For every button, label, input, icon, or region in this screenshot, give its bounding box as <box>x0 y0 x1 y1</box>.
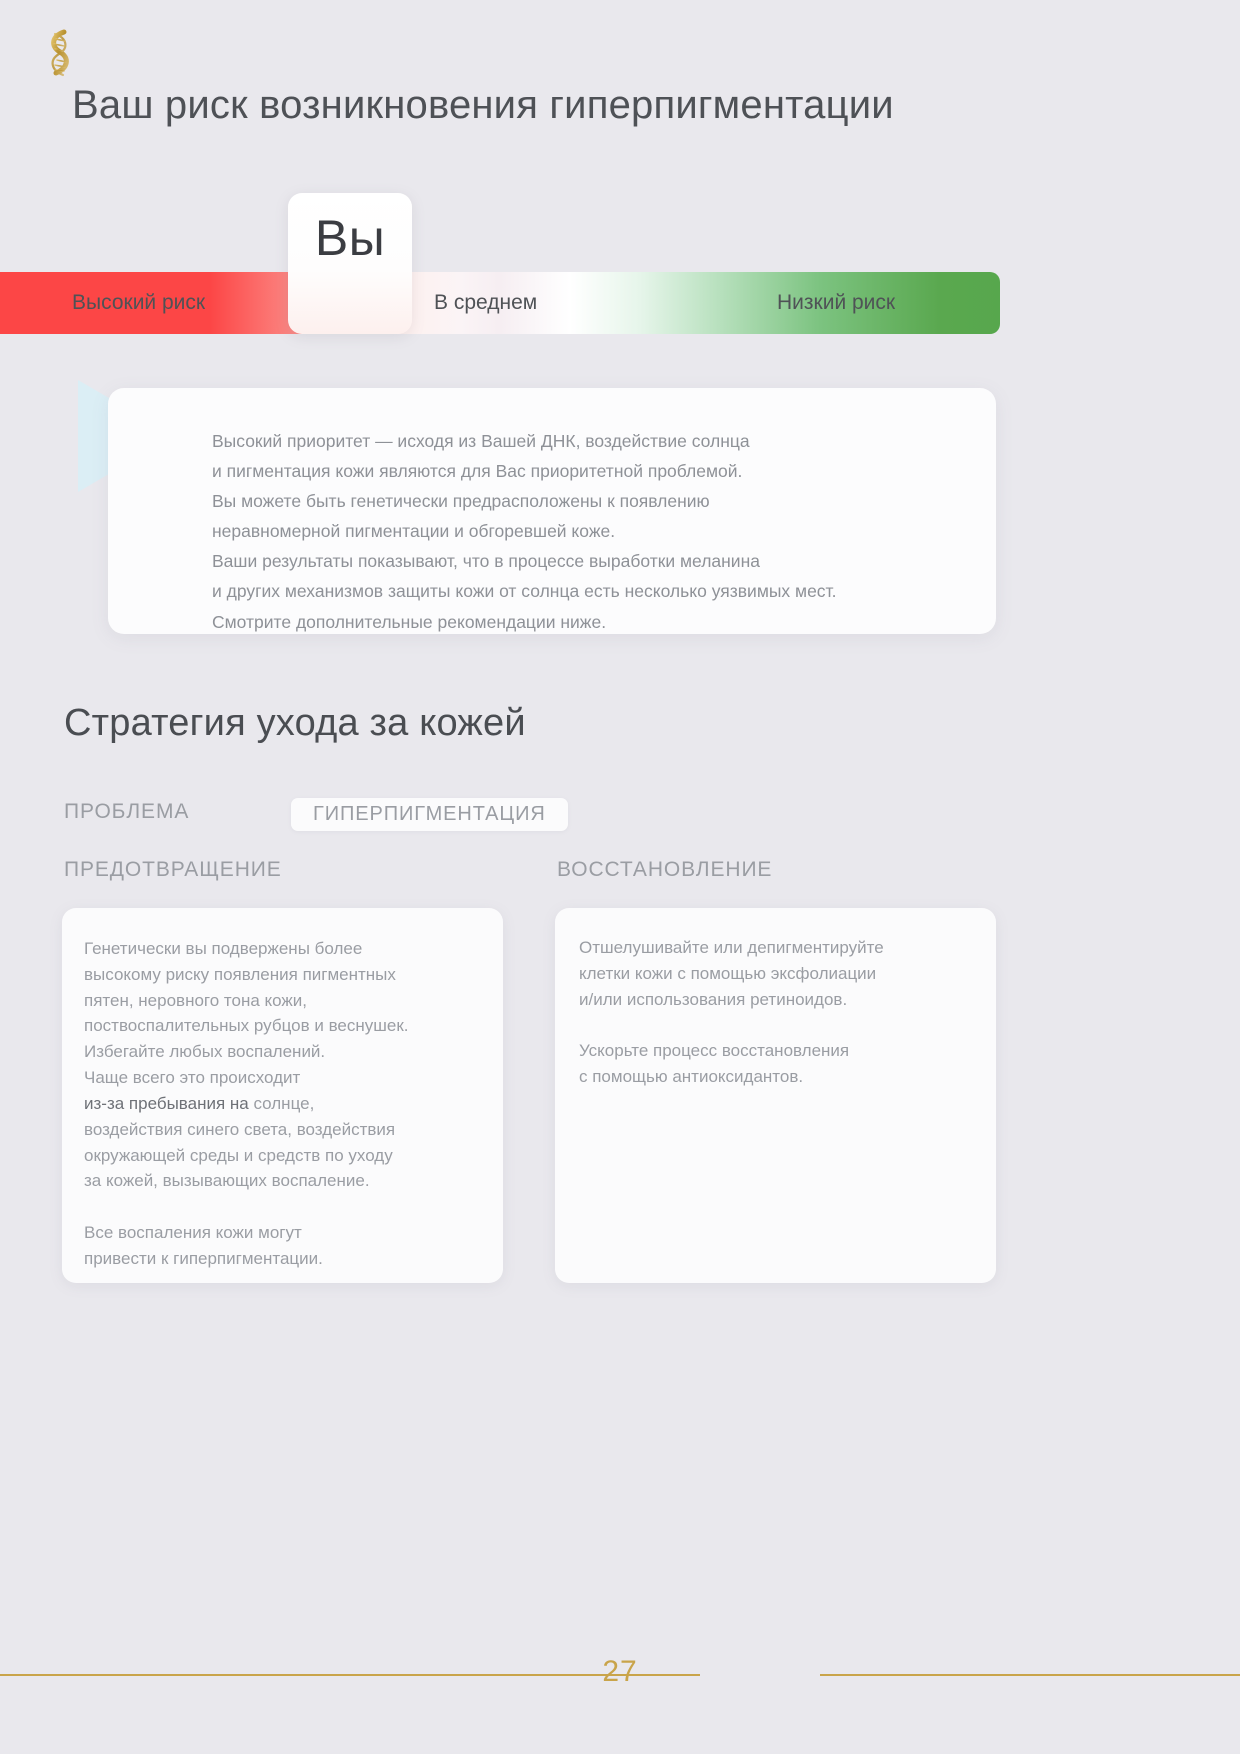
prevention-text-emphasis: из-за пребывания на <box>84 1093 249 1113</box>
prevention-card-text: Генетически вы подвержены более высокому… <box>84 936 491 1272</box>
column-header-prevention: ПРЕДОТВРАЩЕНИЕ <box>64 858 282 881</box>
risk-label-middle: В среднем <box>434 291 538 314</box>
footer-rule-left <box>0 1674 700 1676</box>
risk-label-high: Высокий риск <box>72 291 206 314</box>
callout-panel: Высокий приоритет — исходя из Вашей ДНК,… <box>108 388 996 634</box>
prevention-card: Генетически вы подвержены более высокому… <box>62 908 503 1283</box>
prevention-text-after: солнце, воздействия синего света, воздей… <box>84 1093 396 1268</box>
you-marker: Вы <box>288 193 412 334</box>
risk-scale: Высокий риск В среднем Низкий риск Вы <box>0 193 1000 334</box>
dna-helix-icon <box>38 26 84 86</box>
recovery-card: Отшелушивайте или депигментируйте клетки… <box>555 908 996 1283</box>
problem-label: ПРОБЛЕМА <box>64 800 190 823</box>
callout-text: Высокий приоритет — исходя из Вашей ДНК,… <box>212 431 837 632</box>
problem-badge: ГИПЕРПИГМЕНТАЦИЯ <box>291 798 568 831</box>
risk-gradient-bar <box>0 272 1000 334</box>
prevention-text-before: Генетически вы подвержены более высокому… <box>84 939 409 1088</box>
risk-label-low: Низкий риск <box>777 291 896 314</box>
column-header-recovery: ВОССТАНОВЛЕНИЕ <box>557 858 773 881</box>
page-number: 27 <box>602 1655 638 1688</box>
recovery-card-text: Отшелушивайте или депигментируйте клетки… <box>579 938 884 1087</box>
page-title: Ваш риск возникновения гиперпигментации <box>72 83 894 127</box>
you-marker-label: Вы <box>314 210 386 266</box>
footer-rule-right <box>820 1674 1240 1676</box>
strategy-heading: Стратегия ухода за кожей <box>64 702 526 744</box>
